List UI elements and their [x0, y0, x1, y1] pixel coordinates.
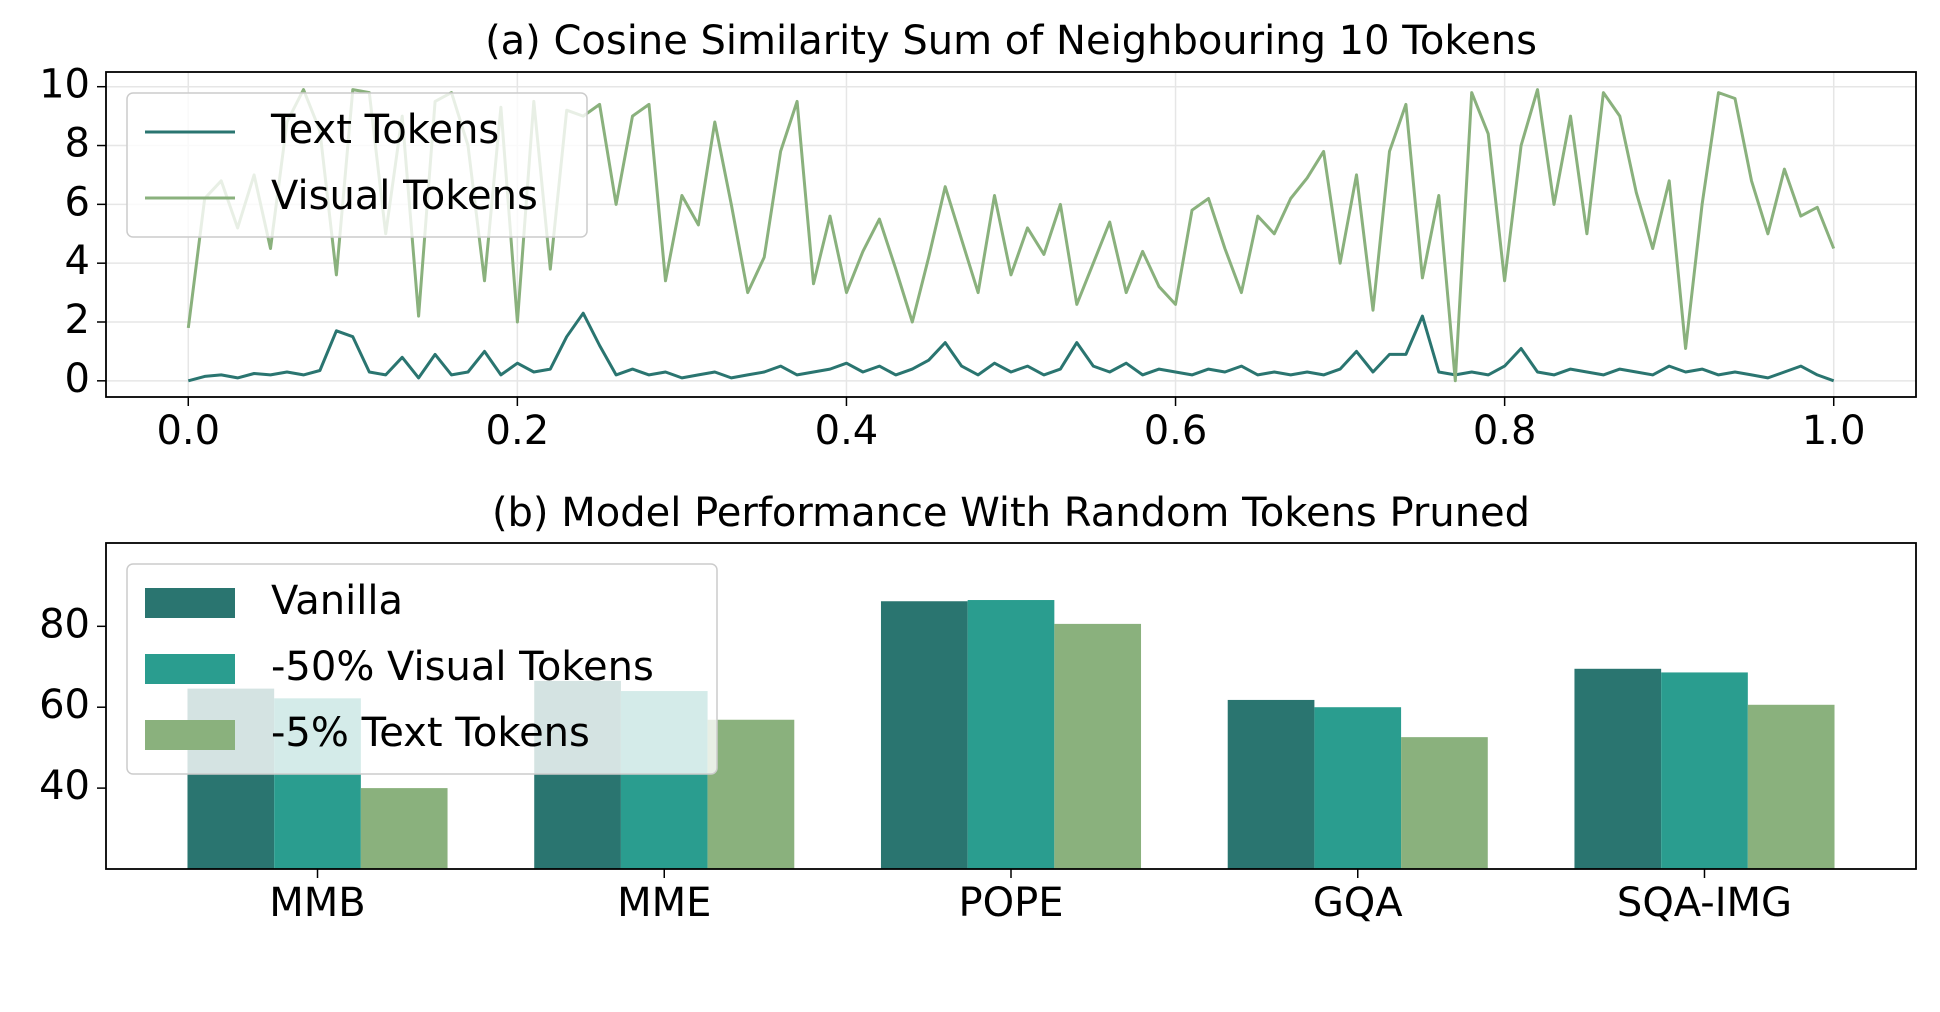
bar: [1747, 704, 1835, 869]
y-tick-label: 8: [65, 121, 90, 167]
y-tick-label: 80: [39, 601, 90, 647]
legend-label: -50% Visual Tokens: [271, 644, 654, 690]
chart-title: (b) Model Performance With Random Tokens…: [492, 490, 1530, 536]
y-tick-label: 6: [65, 179, 90, 225]
x-tick-label: POPE: [959, 880, 1064, 926]
legend-box: [126, 92, 588, 238]
y-tick-label: 4: [65, 238, 90, 284]
x-tick-label: 0.6: [1144, 408, 1208, 454]
x-tick-label: MMB: [269, 880, 365, 926]
x-tick-label: MME: [617, 880, 711, 926]
x-tick-label: GQA: [1313, 880, 1403, 926]
plot-frame: [105, 542, 1917, 870]
chart-title: (a) Cosine Similarity Sum of Neighbourin…: [485, 18, 1537, 64]
bar: [1054, 623, 1142, 869]
bar: [1227, 699, 1315, 869]
legend-swatch: [145, 654, 235, 684]
legend-label: Vanilla: [271, 578, 403, 624]
x-tick-label: 0.4: [815, 408, 879, 454]
x-tick-label: 0.2: [486, 408, 550, 454]
x-tick-label: 0.8: [1473, 408, 1537, 454]
legend-box: [126, 563, 718, 775]
y-tick-label: 0: [65, 356, 90, 402]
bar: [360, 788, 448, 869]
y-tick-label: 40: [39, 763, 90, 809]
y-tick-label: 10: [39, 62, 90, 108]
plot-frame: [105, 71, 1917, 398]
bar: [707, 719, 795, 869]
bar: [1314, 707, 1402, 869]
legend-swatch: [145, 588, 235, 618]
legend-label: -5% Text Tokens: [271, 710, 590, 756]
legend-swatch: [145, 720, 235, 750]
bar: [1661, 672, 1748, 869]
x-tick-label: 1.0: [1802, 408, 1866, 454]
x-tick-label: 0.0: [156, 408, 220, 454]
bar: [1401, 737, 1488, 869]
line-series: [187, 311, 1835, 383]
y-tick-label: 60: [39, 682, 90, 728]
x-tick-label: SQA-IMG: [1617, 880, 1792, 926]
bar: [967, 600, 1055, 869]
legend-label: Visual Tokens: [271, 173, 538, 219]
bar: [880, 601, 968, 869]
legend-label: Text Tokens: [270, 107, 499, 153]
y-tick-label: 2: [65, 297, 90, 343]
bar: [1574, 668, 1662, 869]
